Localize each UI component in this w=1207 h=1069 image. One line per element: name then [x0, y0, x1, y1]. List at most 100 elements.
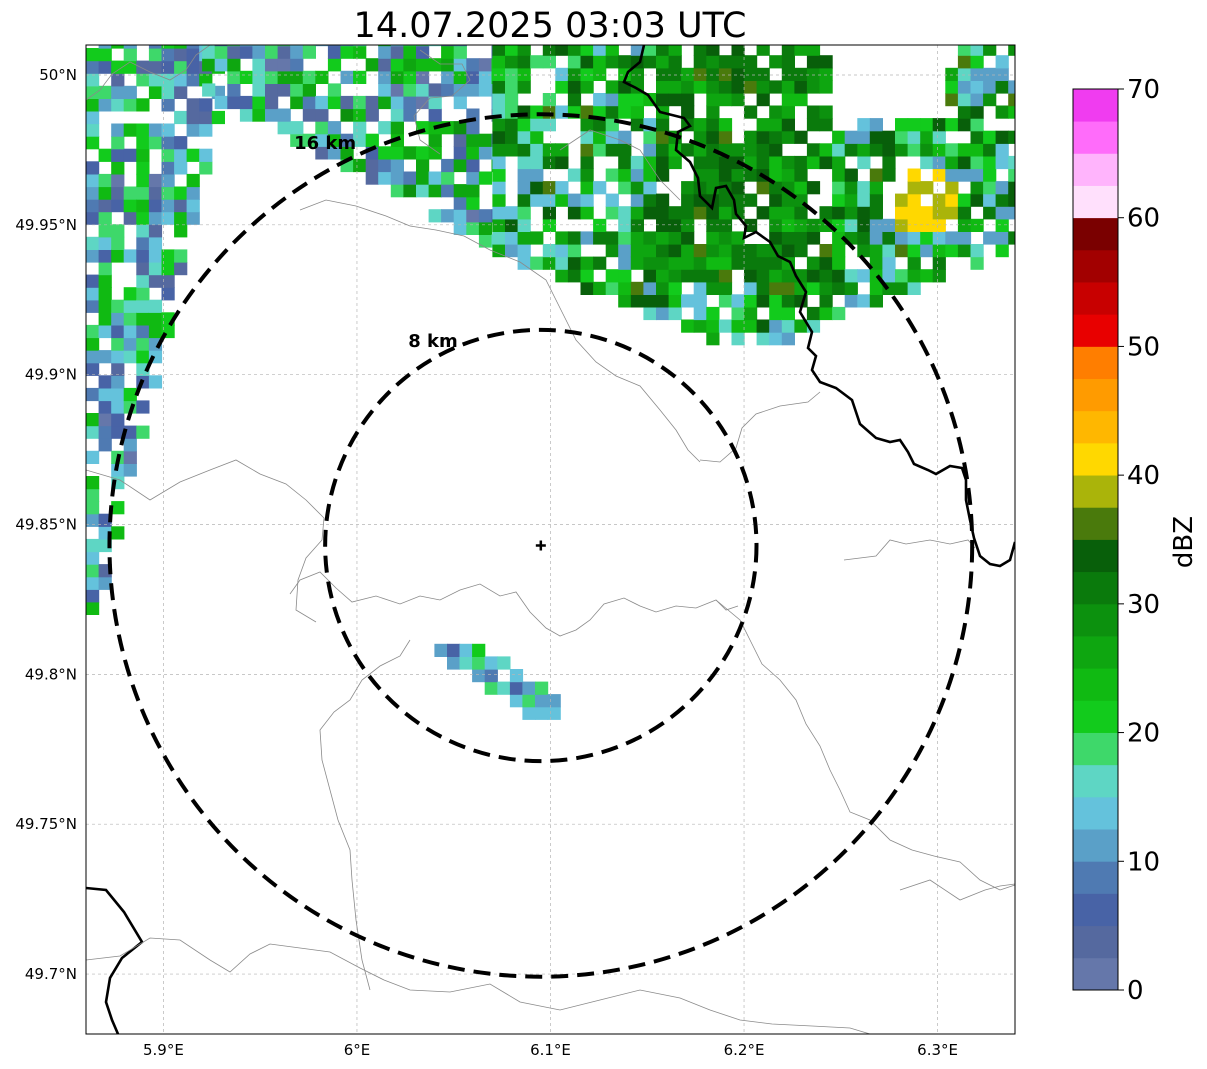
echo-cell: [447, 656, 461, 670]
echo-cell: [390, 58, 404, 72]
echo-cell: [681, 105, 695, 119]
echo-cell: [403, 58, 417, 72]
echo-cell: [832, 244, 846, 258]
echo-cell: [378, 83, 392, 97]
echo-cell: [428, 58, 442, 72]
echo-cell: [227, 45, 241, 47]
echo-cell: [302, 108, 316, 122]
echo-cell: [353, 70, 367, 84]
echo-cell: [957, 67, 972, 81]
echo-cell: [593, 256, 607, 270]
echo-cell: [466, 184, 480, 198]
echo-cell: [983, 168, 997, 182]
echo-cell: [522, 694, 536, 708]
colorbar-tick-label: 20: [1127, 719, 1160, 749]
echo-cell: [744, 281, 758, 295]
echo-cell: [148, 45, 163, 49]
colorbar-segment: [1073, 282, 1118, 315]
colorbar-segment: [1073, 636, 1118, 669]
echo-cell: [555, 181, 569, 195]
echo-cell: [932, 168, 946, 182]
echo-cell: [174, 110, 188, 125]
echo-cell: [781, 206, 795, 220]
colorbar-tick-label: 60: [1127, 204, 1160, 234]
echo-cell: [123, 463, 137, 477]
echo-cell: [517, 55, 531, 69]
echo-cell: [744, 55, 758, 69]
echo-cell: [530, 155, 544, 170]
echo-cell: [693, 130, 707, 144]
echo-cell: [86, 337, 100, 351]
echo-cell: [86, 362, 100, 376]
echo-cell: [327, 121, 342, 135]
echo-cell: [441, 158, 455, 173]
range-ring: [107, 112, 975, 979]
echo-cell: [769, 269, 783, 283]
echo-cell: [199, 161, 213, 175]
echo-cell: [492, 206, 506, 220]
echo-cell: [731, 55, 745, 69]
echo-cell: [555, 231, 569, 245]
colorbar-segment: [1073, 475, 1118, 508]
echo-cell: [505, 55, 519, 69]
echo-cell: [517, 181, 531, 195]
echo-cell: [681, 244, 695, 258]
echo-cell: [530, 168, 544, 182]
echo-cell: [681, 269, 695, 283]
echo-cell: [265, 58, 279, 72]
echo-cell: [706, 281, 720, 295]
echo-cell: [920, 181, 934, 195]
colorbar-ticks: 0 10 20 30 40 50 60 70: [1118, 75, 1160, 1006]
echo-cell: [136, 173, 150, 188]
echo-cell: [453, 95, 467, 110]
echo-cell: [832, 306, 846, 321]
echo-cell: [769, 130, 783, 144]
echo-cell: [390, 184, 404, 198]
echo-cell: [618, 294, 632, 308]
colorbar-tick-label: 30: [1127, 590, 1160, 620]
echo-cell: [416, 171, 430, 185]
echo-cell: [492, 45, 506, 56]
echo-cell: [580, 45, 594, 56]
echo-cell: [756, 319, 770, 333]
echo-cell: [111, 387, 125, 402]
echo-cell: [509, 694, 524, 708]
echo-cell: [895, 118, 909, 132]
echo-cell: [174, 48, 188, 62]
echo-cell: [920, 130, 934, 144]
echo-cell: [744, 80, 758, 94]
colorbar-segment: [1073, 153, 1118, 186]
echo-cell: [428, 95, 442, 110]
echo-cell: [681, 67, 695, 81]
echo-cell: [907, 244, 921, 258]
echo-cell: [718, 155, 733, 170]
echo-cell: [819, 206, 833, 220]
echo-cell: [643, 231, 657, 245]
echo-cell: [580, 143, 594, 157]
echo-cell: [542, 181, 556, 195]
echo-cell: [945, 67, 959, 81]
echo-cell: [478, 171, 493, 185]
echo-cell: [970, 256, 984, 270]
echo-cell: [161, 148, 175, 162]
echo-cell: [86, 387, 100, 402]
echo-cell: [290, 83, 304, 97]
echo-cell: [478, 209, 493, 223]
colorbar-segment: [1073, 700, 1118, 733]
echo-cell: [593, 218, 607, 232]
echo-cell: [832, 143, 846, 157]
echo-cell: [353, 45, 367, 47]
echo-cell: [327, 146, 342, 160]
echo-cell: [593, 281, 607, 295]
echo-cell: [932, 193, 946, 207]
echo-cell: [86, 425, 100, 439]
echo-cell: [794, 67, 808, 81]
echo-cell: [111, 337, 125, 351]
echo-cell: [453, 45, 467, 47]
echo-cell: [111, 123, 125, 137]
echo-cell: [769, 181, 783, 195]
echo-cell: [98, 148, 112, 162]
echo-cell: [882, 218, 896, 232]
echo-cell: [580, 155, 594, 170]
